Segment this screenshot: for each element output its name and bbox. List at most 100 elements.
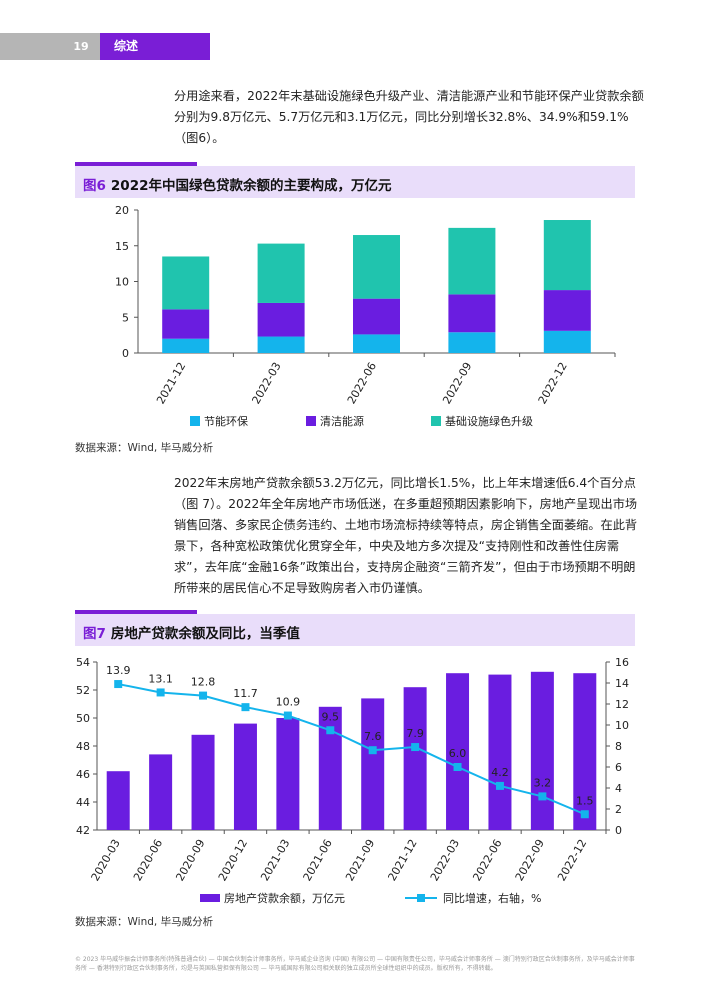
figure6-bar-3	[543, 220, 591, 291]
figure7-legend-bar-swatch	[200, 894, 220, 902]
figure6-legend-swatch	[431, 416, 441, 426]
figure7-data-label: 3.2	[534, 776, 552, 789]
figure6-y-tick-label: 15	[115, 240, 129, 253]
figure7-line-marker	[326, 726, 335, 735]
figure7-bar	[530, 671, 554, 830]
figure7-left-tick-label: 48	[76, 740, 90, 753]
figure6-number: 图6	[83, 178, 106, 194]
figure7-x-tick-label: 2020-09	[173, 837, 207, 883]
figure6-bar-2	[543, 290, 591, 331]
figure6-source: 数据来源：Wind, 毕马威分析	[75, 442, 214, 454]
figure6-bar-2	[162, 309, 210, 339]
figure7-bar	[149, 754, 173, 830]
figure7-x-tick-label: 2021-12	[385, 837, 419, 883]
figure7-line-marker	[538, 792, 547, 801]
figure7-bar	[318, 706, 342, 830]
figure6-chart: 0 5 10 15 20 2021-12 2022-03 2022-06 2022-09 2022…	[115, 204, 616, 428]
figure6-y-tick-label: 20	[115, 204, 129, 217]
figure6-x-tick-label: 2022-03	[249, 360, 283, 406]
figure7-line-marker	[368, 746, 377, 755]
figure6-title: 图6 2022年中国绿色贷款余额的主要构成，万亿元	[83, 174, 391, 194]
figure6-bar-3	[353, 235, 400, 299]
figure7-line-marker	[495, 781, 504, 790]
figure7-number: 图7	[83, 626, 106, 642]
figure6-x-tick-label: 2021-12	[154, 360, 188, 406]
figure7-data-label: 9.5	[322, 710, 340, 723]
figure6-accent-bar	[75, 162, 197, 166]
figure6-title-band	[75, 166, 635, 198]
figure7-left-tick-label: 44	[76, 796, 90, 809]
figure6-bar-2	[257, 302, 305, 337]
figure6-bar-1	[257, 336, 305, 353]
figure6-legend-swatch	[190, 416, 200, 426]
figure7-line-marker	[453, 763, 462, 771]
figure7-bar	[233, 723, 257, 830]
figure7-left-tick-label: 42	[76, 824, 90, 837]
page-number: 19	[73, 40, 89, 53]
figure7-line-marker	[114, 680, 123, 689]
figure6-legend-swatch	[306, 416, 316, 426]
figure6-bar-1	[353, 334, 400, 353]
figure6-bar-2	[448, 294, 496, 333]
figure7-right-tick-label: 0	[615, 824, 622, 837]
figure6-bar-1	[543, 330, 591, 353]
figure7-legend-line-label: 同比增速，右轴，%	[443, 891, 541, 905]
figure6-bar-1	[162, 338, 210, 353]
figure7-left-tick-label: 50	[76, 712, 90, 725]
figure7-right-tick-label: 6	[615, 761, 622, 774]
figure7-data-label: 7.6	[364, 730, 382, 743]
figure7-x-tick-label: 2022-09	[513, 837, 547, 883]
figure7-bar	[488, 674, 512, 830]
figure7-data-label: 7.9	[406, 727, 424, 740]
figure7-x-tick-label: 2022-12	[555, 837, 589, 883]
figure7-line-marker	[580, 810, 589, 819]
figure7-growth-line	[118, 683, 586, 816]
figure7-left-tick-label: 52	[76, 684, 90, 697]
figure7-left-tick-label: 46	[76, 768, 90, 781]
figure7-line-marker	[283, 711, 292, 720]
figure6-y-tick-label: 10	[115, 276, 129, 289]
figure7-data-label: 12.8	[191, 676, 216, 689]
figure7-x-tick-label: 2022-03	[428, 837, 462, 883]
figure6-legend-label: 节能环保	[204, 414, 248, 428]
section-title: 综述	[114, 39, 139, 53]
figure7-bar	[276, 718, 300, 830]
figure7-line-marker	[241, 703, 250, 712]
footer-copyright: © 2023 毕马威华振会计师事务所(特殊普通合伙) — 中国合伙制会计师事务所…	[75, 956, 635, 972]
figure6-bar-3	[257, 243, 305, 303]
paragraph-real-estate-loans: 2022年末房地产贷款余额53.2万亿元，同比增长1.5%，比上年末增速低6.4…	[174, 476, 638, 595]
figure7-data-label: 6.0	[449, 747, 467, 760]
figure6-title-text: 2022年中国绿色贷款余额的主要构成，万亿元	[110, 178, 392, 194]
figure6-legend-label: 基础设施绿色升级	[445, 414, 533, 428]
figure6-bar-2	[353, 298, 400, 335]
figure7-x-tick-label: 2022-06	[470, 837, 504, 883]
figure7-right-tick-label: 12	[615, 698, 629, 711]
figure7-right-tick-label: 16	[615, 656, 629, 669]
figure7-source: 数据来源：Wind, 毕马威分析	[75, 916, 214, 928]
figure7-legend-bar-label: 房地产贷款余额，万亿元	[224, 891, 345, 905]
figure7-line-marker	[156, 688, 165, 697]
figure7-bar	[191, 734, 215, 830]
figure7-data-label: 1.5	[576, 794, 594, 807]
figure6-bar-3	[448, 227, 496, 295]
figure7-right-tick-label: 8	[615, 740, 622, 753]
header-gray-bar	[0, 33, 100, 60]
figure6-x-tick-label: 2022-12	[536, 360, 570, 406]
figure6-x-tick-label: 2022-06	[345, 360, 379, 406]
figure7-line-marker	[411, 743, 420, 752]
figure7-x-tick-label: 2021-09	[343, 837, 377, 883]
figure7-bar	[573, 673, 597, 830]
figure6-legend-label: 清洁能源	[320, 414, 364, 428]
header-section-bar	[100, 33, 210, 60]
figure6-bar-3	[162, 256, 210, 310]
figure7-bar	[446, 673, 470, 830]
figure6-bar-1	[448, 332, 496, 353]
figure7-x-tick-label: 2020-03	[89, 837, 123, 883]
figure6-y-tick-label: 5	[122, 311, 129, 324]
figure7-right-tick-label: 4	[615, 782, 622, 795]
figure6-y-tick-label: 0	[122, 347, 129, 360]
figure7-data-label: 11.7	[233, 687, 258, 700]
figure7-data-label: 10.9	[276, 696, 301, 709]
figure7-left-tick-label: 54	[76, 656, 90, 669]
